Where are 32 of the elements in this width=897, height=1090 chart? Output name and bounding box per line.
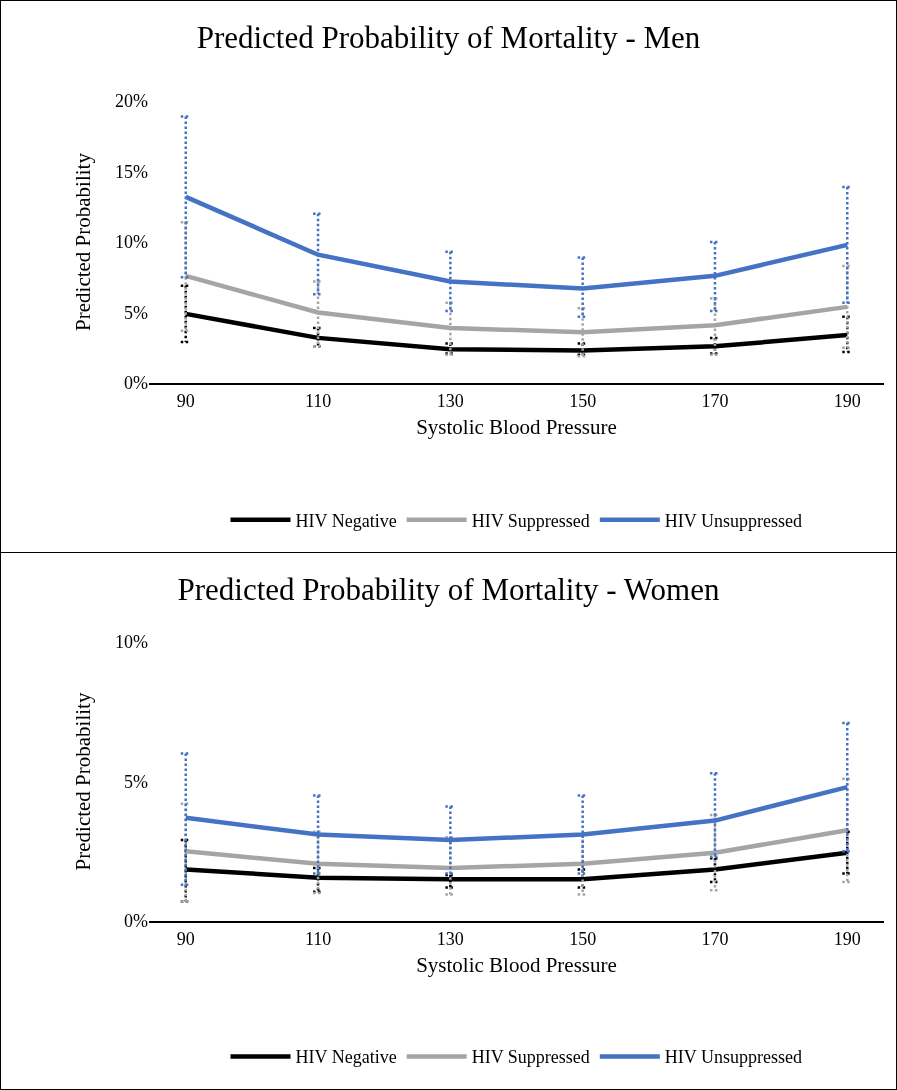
y-tick-label: 10% — [115, 232, 148, 253]
chart-title: Predicted Probability of Mortality - Men — [196, 19, 701, 55]
legend-label: HIV Suppressed — [471, 1047, 590, 1068]
y-tick-label: 0% — [124, 373, 148, 394]
y-tick-label: 20% — [115, 91, 148, 112]
chart-title: Predicted Probability of Mortality - Women — [177, 571, 720, 607]
y-axis-title: Predicted Probability — [71, 152, 96, 331]
x-tick-label: 130 — [436, 928, 464, 949]
x-tick-label: 110 — [304, 928, 332, 949]
x-tick-label: 130 — [436, 390, 464, 411]
x-tick-label: 190 — [833, 928, 861, 949]
x-tick-label: 110 — [304, 390, 332, 411]
y-tick-label: 15% — [115, 161, 148, 182]
x-tick-label: 150 — [569, 928, 597, 949]
legend-label: HIV Negative — [295, 510, 397, 531]
legend-label: HIV Negative — [295, 1047, 397, 1068]
x-tick-label: 90 — [176, 390, 195, 411]
y-tick-label: 5% — [124, 771, 148, 792]
y-axis-title: Predicted Probability — [71, 692, 96, 871]
x-axis-title: Systolic Blood Pressure — [416, 953, 617, 978]
x-tick-label: 190 — [833, 390, 861, 411]
x-tick-label: 170 — [701, 390, 729, 411]
x-tick-label: 90 — [176, 928, 195, 949]
x-axis-title: Systolic Blood Pressure — [416, 415, 617, 440]
x-tick-label: 150 — [569, 390, 597, 411]
y-tick-label: 0% — [124, 911, 148, 932]
legend-label: HIV Unsuppressed — [664, 510, 802, 531]
x-tick-label: 170 — [701, 928, 729, 949]
legend-label: HIV Suppressed — [471, 510, 590, 531]
y-tick-label: 10% — [115, 632, 148, 653]
y-tick-label: 5% — [124, 302, 148, 323]
legend-label: HIV Unsuppressed — [664, 1047, 802, 1068]
